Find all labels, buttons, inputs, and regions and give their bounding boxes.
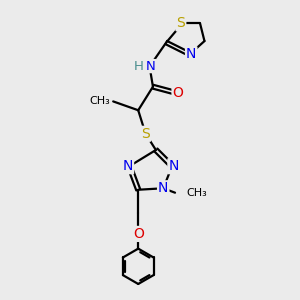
Text: N: N: [186, 47, 196, 61]
Text: H: H: [134, 60, 144, 73]
Text: S: S: [176, 16, 185, 30]
Text: N: N: [123, 159, 133, 173]
Text: CH₃: CH₃: [187, 188, 208, 198]
Text: S: S: [141, 127, 150, 141]
Text: N: N: [146, 60, 155, 73]
Text: O: O: [133, 227, 144, 241]
Text: N: N: [168, 159, 179, 173]
Text: CH₃: CH₃: [89, 96, 110, 106]
Text: N: N: [158, 181, 168, 195]
Text: O: O: [172, 85, 183, 100]
